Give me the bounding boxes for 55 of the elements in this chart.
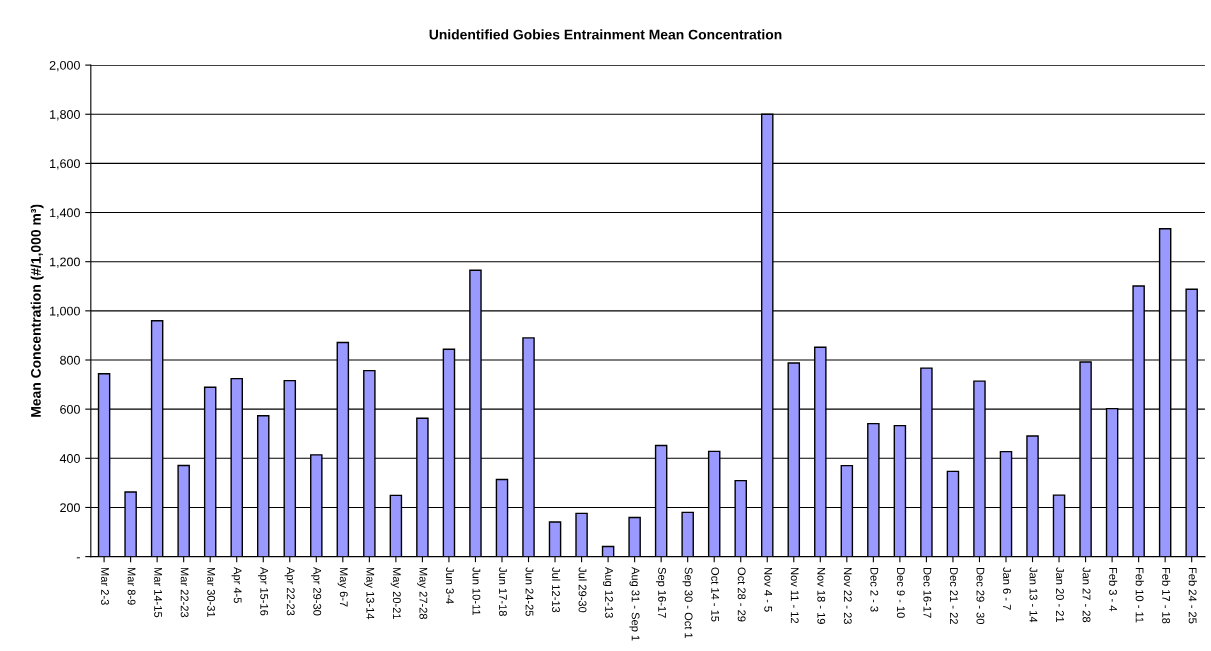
y-tick-label: 1,600: [50, 159, 80, 170]
x-tick-label: Jun 10-11: [472, 567, 481, 616]
x-tick-label: Jul 12-13: [552, 567, 561, 613]
x-tick-label: Oct 14 - 15: [711, 567, 720, 622]
x-tick-label: Feb 3 - 4: [1109, 567, 1118, 612]
x-tick-label: Mar 14-15: [154, 567, 162, 618]
x-tick-label: May 27-28: [417, 567, 428, 620]
x-tick-label: Jun 24-25: [525, 567, 534, 616]
x-tick-label: Oct 28 - 29: [737, 567, 746, 622]
x-tick-label: Dec 21 - 22: [949, 567, 958, 624]
y-axis-title: Mean Concentration (#/1,000 m³): [30, 204, 44, 417]
x-tick-label: Sep 30 - Oct 1: [682, 567, 693, 639]
y-tick-label: 400: [59, 454, 80, 463]
x-tick-label: Jan 20 - 21: [1056, 567, 1064, 623]
x-tick-label: Mar 22-23: [180, 567, 189, 618]
y-tick-label: 200: [60, 503, 80, 513]
x-tick-label: May 13-14: [364, 567, 375, 620]
x-tick-label: Feb 17 - 18: [1162, 567, 1171, 624]
chart-title: Unidentified Gobies Entrainment Mean Concentration: [429, 29, 782, 40]
x-tick-label: Mar 8-9: [127, 567, 136, 605]
x-tick-label: Mar 30-31: [207, 567, 216, 618]
x-tick-label: Mar 2-3: [101, 567, 109, 605]
x-tick-label: Sep 16-17: [655, 567, 667, 618]
x-tick-label: Apr 29-30: [311, 567, 322, 616]
y-tick-label: 800: [60, 355, 80, 365]
x-tick-label: Apr 4-5: [231, 567, 242, 603]
x-tick-label: Jan 6 - 7: [1003, 567, 1011, 610]
x-tick-label: May 20-21: [390, 567, 401, 619]
x-tick-label: Jun 3-4: [445, 567, 454, 604]
x-tick-label: Dec 9 - 10: [896, 567, 905, 618]
x-tick-label: Aug 12-13: [602, 567, 613, 618]
x-tick-label: Nov 11 - 12: [790, 567, 799, 624]
y-tick-label: 1,000: [50, 306, 80, 317]
x-tick-label: Aug 31 - Sep 1: [629, 567, 640, 641]
x-tick-label: Apr 15-16: [258, 567, 269, 616]
y-tick-label: 2,000: [49, 60, 80, 72]
x-tick-label: Jan 27 - 28: [1082, 567, 1091, 623]
x-tick-label: Dec 29 - 30: [976, 567, 985, 625]
x-tick-label: May 6-7: [337, 567, 348, 607]
x-tick-label: Nov 22 - 23: [843, 567, 852, 624]
y-tick-label: 1,800: [50, 110, 80, 121]
x-tick-label: Feb 10 - 11: [1135, 567, 1144, 623]
x-tick-label: Nov 4 - 5: [764, 567, 773, 612]
y-tick-label: 1,400: [50, 208, 80, 219]
y-tick-label: -: [76, 557, 80, 559]
x-tick-label: Dec 16-17: [923, 567, 932, 618]
x-tick-label: Jun 17-18: [499, 567, 507, 616]
x-tick-label: Apr 22-23: [284, 567, 295, 616]
x-tick-label: Dec 2 - 3: [870, 567, 879, 612]
x-tick-label: Jul 29-30: [578, 567, 587, 613]
x-tick-label: Jan 13 - 14: [1029, 567, 1038, 623]
y-tick-label: 600: [60, 404, 80, 414]
x-tick-label: Feb 24 - 25: [1188, 567, 1197, 624]
y-tick-label: 1,200: [50, 257, 80, 268]
x-tick-label: Nov 18 - 19: [817, 567, 826, 624]
